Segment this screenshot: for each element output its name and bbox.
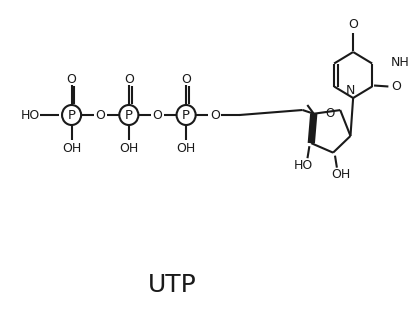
Text: O: O	[124, 73, 133, 85]
Text: P: P	[182, 108, 190, 122]
Text: HO: HO	[21, 108, 40, 122]
Text: NH: NH	[390, 56, 409, 69]
Text: OH: OH	[176, 141, 195, 155]
Text: P: P	[125, 108, 133, 122]
Text: O: O	[209, 108, 219, 122]
Text: O: O	[152, 108, 162, 122]
Text: P: P	[67, 108, 75, 122]
Text: O: O	[181, 73, 191, 85]
Text: O: O	[390, 80, 400, 93]
Text: HO: HO	[293, 159, 312, 172]
Text: OH: OH	[330, 168, 350, 181]
Text: O: O	[67, 73, 76, 85]
Text: UTP: UTP	[147, 273, 196, 297]
Text: OH: OH	[119, 141, 138, 155]
Text: O: O	[95, 108, 105, 122]
Text: O: O	[347, 18, 357, 30]
Text: OH: OH	[62, 141, 81, 155]
Text: N: N	[345, 84, 354, 97]
Text: O: O	[324, 108, 334, 120]
